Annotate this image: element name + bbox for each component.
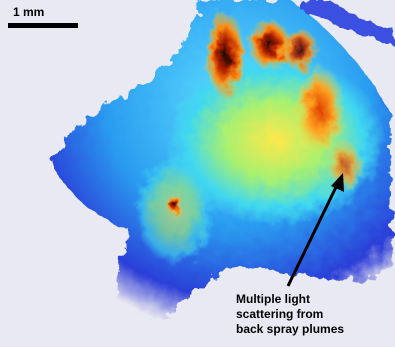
annotation-line: scattering from <box>236 307 323 321</box>
scale-label: 1 mm <box>13 5 44 19</box>
annotation-line: Multiple light <box>236 292 310 306</box>
plume <box>295 65 345 155</box>
page: {"scale_bar": {"label": "1 mm"}, "annota… <box>0 0 395 347</box>
plume <box>327 140 363 190</box>
plume <box>282 28 318 72</box>
droplet-cluster <box>167 195 183 215</box>
spray-image: 1 mm Multiple light scattering from back… <box>0 0 395 347</box>
scale-bar <box>8 23 78 28</box>
annotation-line: back spray plumes <box>236 322 344 336</box>
plume <box>205 10 245 100</box>
